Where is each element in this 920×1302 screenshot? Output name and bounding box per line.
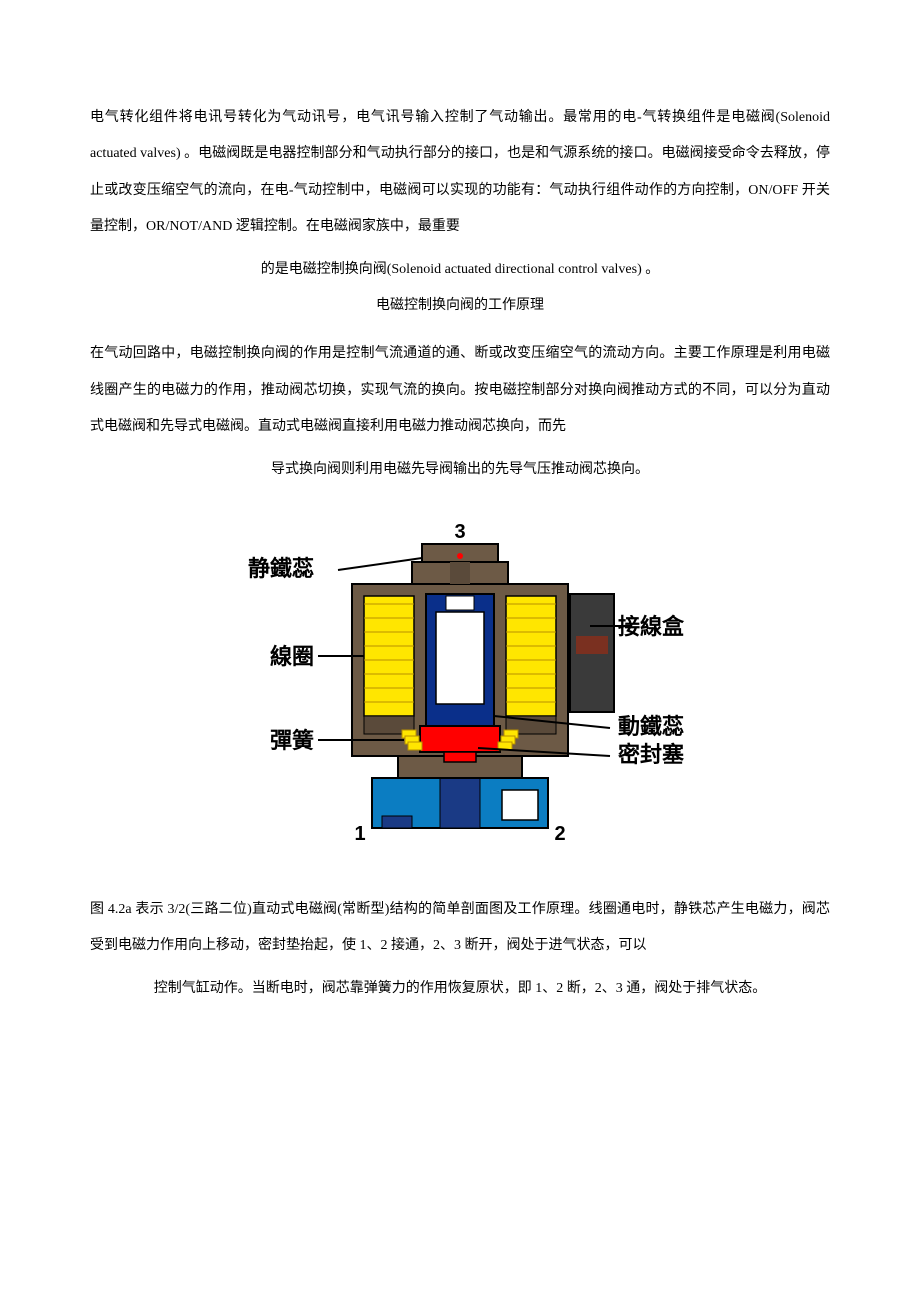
svg-text:3: 3 [454,521,465,543]
svg-text:静鐵蕊: 静鐵蕊 [248,556,314,581]
paragraph-1: 电气转化组件将电讯号转化为气动讯号，电气讯号输入控制了气动输出。最常用的电-气转… [90,100,830,246]
svg-text:動鐵蕊: 動鐵蕊 [618,714,684,739]
paragraph-3: 图 4.2a 表示 3/2(三路二位)直动式电磁阀(常断型)结构的简单剖面图及工… [90,892,830,965]
paragraph-3-tail: 控制气缸动作。当断电时，阀芯靠弹簧力的作用恢复原状，即 1、2 断，2、3 通，… [90,971,830,1007]
svg-text:密封塞: 密封塞 [618,742,685,767]
paragraph-1-tail: 的是电磁控制换向阀(Solenoid actuated directional … [90,252,830,288]
svg-text:線圈: 線圈 [270,644,314,669]
paragraph-2: 在气动回路中，电磁控制换向阀的作用是控制气流通道的通、断或改变压缩空气的流动方向… [90,336,830,445]
svg-text:2: 2 [554,823,565,845]
solenoid-valve-svg: 静鐵蕊線圈彈簧 接線盒動鐵蕊密封塞 3 1 2 [180,516,740,856]
solenoid-valve-diagram: 静鐵蕊線圈彈簧 接線盒動鐵蕊密封塞 3 1 2 [90,516,830,856]
svg-text:彈簧: 彈簧 [270,728,314,753]
paragraph-2-tail: 导式换向阀则利用电磁先导阀输出的先导气压推动阀芯换向。 [90,452,830,488]
svg-text:1: 1 [354,823,365,845]
svg-text:接線盒: 接線盒 [618,614,685,639]
section-subtitle: 电磁控制换向阀的工作原理 [90,288,830,324]
